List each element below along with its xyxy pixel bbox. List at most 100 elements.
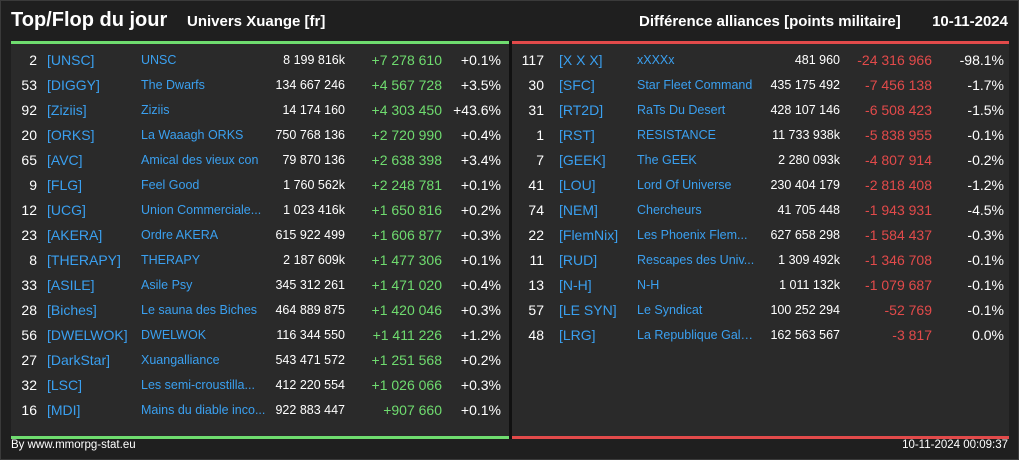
alliance-name-link[interactable]: RESISTANCE (637, 128, 716, 142)
points-delta: -1 584 437 (865, 227, 932, 243)
alliance-name-link[interactable]: Lord Of Universe (637, 178, 732, 192)
footer-timestamp: 10-11-2024 00:09:37 (902, 439, 1008, 451)
points-delta: +7 278 610 (371, 52, 442, 68)
alliance-name-link[interactable]: Asile Psy (141, 278, 193, 292)
alliance-points: 100 252 294 (770, 303, 840, 317)
alliance-name-link[interactable]: Ziziis (141, 103, 170, 117)
alliance-tag-link[interactable]: [LRG] (559, 327, 596, 343)
points-delta: -6 508 423 (865, 102, 932, 118)
alliance-name-link[interactable]: Le Syndicat (637, 303, 703, 317)
alliance-points: 116 344 550 (276, 328, 345, 342)
alliance-rank: 74 (528, 202, 544, 218)
alliance-tag-link[interactable]: [N-H] (559, 277, 592, 293)
top-gainer-row: 2 [UNSC] UNSC 8 199 816k +7 278 610 +0.1% (11, 48, 509, 73)
percent-change: +0.3% (460, 227, 501, 243)
alliance-name-link[interactable]: Rescapes des Univ... (637, 253, 755, 267)
alliance-tag-link[interactable]: [FlemNix] (559, 227, 619, 243)
top-loser-row: 13 [N-H] N-H 1 011 132k -1 079 687 -0.1% (512, 273, 1009, 298)
alliance-name-link[interactable]: Ordre AKERA (141, 228, 219, 242)
alliance-tag-link[interactable]: [DIGGY] (47, 77, 100, 93)
points-delta: +1 606 877 (371, 227, 442, 243)
alliance-tag-link[interactable]: [NEM] (559, 202, 598, 218)
alliance-tag-link[interactable]: [DWELWOK] (47, 327, 128, 343)
alliance-tag-link[interactable]: [RT2D] (559, 102, 604, 118)
alliance-rank: 20 (21, 127, 37, 143)
alliance-tag-link[interactable]: [ASILE] (47, 277, 95, 293)
alliance-points: 1 309 492k (778, 253, 840, 267)
alliance-tag-link[interactable]: [ORKS] (47, 127, 95, 143)
alliance-tag-link[interactable]: [UCG] (47, 202, 86, 218)
alliance-tag-link[interactable]: [LOU] (559, 177, 596, 193)
points-delta: +2 248 781 (371, 177, 442, 193)
alliance-name-link[interactable]: Amical des vieux con (141, 153, 259, 167)
alliance-name-link[interactable]: Le sauna des Biches (141, 303, 258, 317)
points-delta: -5 838 955 (865, 127, 932, 143)
alliance-name-link[interactable]: The Dwarfs (141, 78, 205, 92)
points-delta: +4 303 450 (371, 102, 442, 118)
points-delta: +2 720 990 (371, 127, 442, 143)
alliance-name-link[interactable]: UNSC (141, 53, 177, 67)
alliance-tag-link[interactable]: [UNSC] (47, 52, 95, 68)
alliance-name-link[interactable]: La Waaagh ORKS (141, 128, 244, 142)
alliance-name-link[interactable]: Xuangalliance (141, 353, 220, 367)
alliance-name-link[interactable]: Feel Good (141, 178, 200, 192)
alliance-tag-link[interactable]: [SFC] (559, 77, 595, 93)
alliance-tag-link[interactable]: [FLG] (47, 177, 83, 193)
percent-change: +0.1% (460, 402, 501, 418)
alliance-rank: 65 (21, 152, 37, 168)
alliance-rank: 7 (536, 152, 544, 168)
percent-change: -1.2% (967, 177, 1004, 193)
points-delta: +1 477 306 (371, 252, 442, 268)
alliance-name-link[interactable]: Chercheurs (637, 203, 702, 217)
alliance-tag-link[interactable]: [GEEK] (559, 152, 606, 168)
alliance-tag-link[interactable]: [Ziziis] (47, 102, 87, 118)
alliance-name-link[interactable]: La Republique Gala... (637, 328, 757, 342)
alliance-tag-link[interactable]: [X X X] (559, 52, 603, 68)
alliance-tag-link[interactable]: [RUD] (559, 252, 598, 268)
alliance-points: 481 960 (794, 53, 840, 67)
top-gainer-row: 32 [LSC] Les semi-croustilla... 412 220 554… (11, 373, 509, 398)
percent-change: +0.3% (460, 377, 501, 393)
alliance-points: 230 404 179 (770, 178, 840, 192)
points-delta: -52 769 (884, 302, 932, 318)
alliance-name-link[interactable]: Union Commerciale... (141, 203, 262, 217)
alliance-tag-link[interactable]: [Biches] (47, 302, 97, 318)
alliance-tag-link[interactable]: [MDI] (47, 402, 81, 418)
alliance-name-link[interactable]: THERAPY (141, 253, 201, 267)
alliance-tag-link[interactable]: [AVC] (47, 152, 83, 168)
alliance-points: 435 175 492 (770, 78, 840, 92)
percent-change: -0.3% (967, 227, 1004, 243)
alliance-points: 8 199 816k (283, 53, 345, 67)
alliance-rank: 2 (29, 52, 37, 68)
percent-change: +0.1% (460, 52, 501, 68)
alliance-rank: 22 (528, 227, 544, 243)
points-delta: -1 943 931 (865, 202, 932, 218)
alliance-points: 615 922 499 (275, 228, 345, 242)
alliance-name-link[interactable]: Les Phoenix Flem... (637, 228, 748, 242)
percent-change: +0.2% (460, 202, 501, 218)
alliance-name-link[interactable]: Star Fleet Command (637, 78, 753, 92)
alliance-tag-link[interactable]: [AKERA] (47, 227, 103, 243)
alliance-name-link[interactable]: RaTs Du Desert (637, 103, 726, 117)
alliance-name-link[interactable]: Mains du diable inco... (141, 403, 266, 417)
alliance-points: 134 667 246 (275, 78, 345, 92)
header: Top/Flop du jour Univers Xuange [fr] Dif… (1, 1, 1018, 41)
panel-divider (509, 41, 512, 439)
points-delta: +1 411 226 (372, 327, 442, 343)
alliance-name-link[interactable]: DWELWOK (141, 328, 207, 342)
alliance-name-link[interactable]: xXXXx (637, 53, 675, 67)
alliance-name-link[interactable]: The GEEK (637, 153, 697, 167)
alliance-tag-link[interactable]: [DarkStar] (47, 352, 111, 368)
alliance-name-link[interactable]: N-H (637, 278, 660, 292)
alliance-points: 79 870 136 (282, 153, 345, 167)
alliance-tag-link[interactable]: [RST] (559, 127, 595, 143)
alliance-name-link[interactable]: Les semi-croustilla... (141, 378, 255, 392)
alliance-rank: 57 (528, 302, 544, 318)
alliance-tag-link[interactable]: [LE SYN] (559, 302, 617, 318)
percent-change: -98.1% (959, 52, 1004, 68)
alliance-tag-link[interactable]: [LSC] (47, 377, 83, 393)
alliance-points: 627 658 298 (770, 228, 840, 242)
alliance-tag-link[interactable]: [THERAPY] (47, 252, 121, 268)
top-loser-row: 22 [FlemNix] Les Phoenix Flem... 627 658 29… (512, 223, 1009, 248)
